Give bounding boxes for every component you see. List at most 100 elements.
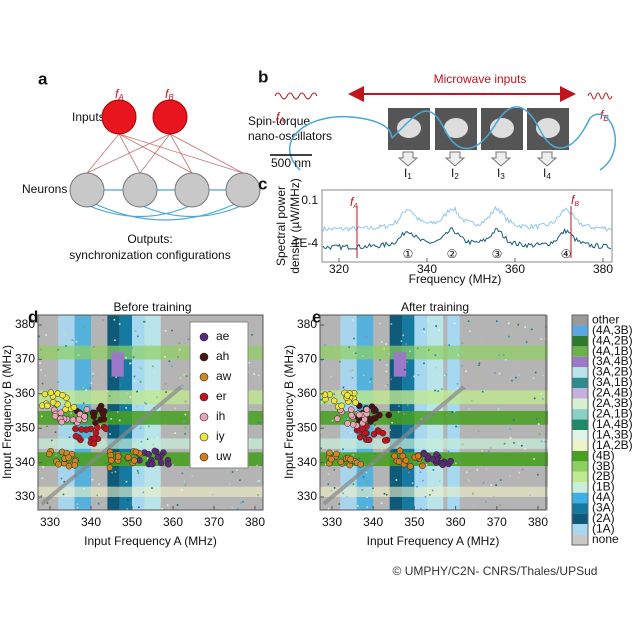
noise	[174, 407, 176, 410]
noise	[361, 489, 364, 491]
noise	[408, 471, 410, 474]
vowel-point	[47, 389, 55, 396]
noise	[266, 383, 268, 385]
noise	[352, 453, 355, 456]
noise	[257, 480, 259, 482]
noise	[180, 488, 183, 491]
colorbar-swatch	[572, 471, 588, 483]
noise	[181, 461, 184, 464]
colorbar-label: (2A)	[592, 511, 615, 525]
colorbar-swatch	[572, 524, 588, 535]
noise	[91, 375, 94, 377]
noise	[424, 495, 427, 498]
noise	[83, 326, 86, 329]
map	[320, 315, 550, 513]
panel-d: d Before training 330 340 350 360 370 380 380 370…	[0, 300, 269, 548]
vowel-point	[402, 457, 410, 464]
colorbar-label: (1A,2B)	[592, 438, 633, 452]
noise	[535, 418, 538, 420]
noise	[146, 457, 149, 460]
noise	[183, 420, 185, 423]
noise	[352, 351, 355, 354]
region	[320, 438, 548, 449]
inputs-label: Inputs	[72, 110, 105, 124]
y-tick-label: 340	[15, 455, 35, 469]
noise	[374, 453, 376, 455]
noise	[472, 492, 474, 495]
vowel-point	[115, 453, 122, 460]
noise	[406, 404, 409, 407]
noise	[375, 511, 377, 513]
noise	[251, 334, 253, 336]
vowel-point	[59, 391, 66, 399]
noise	[147, 442, 149, 445]
vowel-point	[359, 425, 366, 432]
noise	[492, 496, 495, 498]
noise	[181, 384, 184, 387]
colorbar-label: (3A,1B)	[592, 375, 633, 389]
noise	[346, 418, 349, 420]
noise	[57, 348, 59, 351]
noise	[509, 437, 512, 439]
diagonal	[40, 385, 183, 506]
noise	[349, 431, 352, 434]
noise	[152, 365, 154, 368]
noise	[267, 386, 269, 388]
vowel-point	[78, 426, 85, 433]
noise	[385, 493, 388, 496]
noise	[493, 372, 496, 374]
vowel-point	[55, 460, 62, 468]
noise	[228, 482, 231, 485]
noise	[548, 340, 550, 342]
region	[393, 352, 407, 377]
peak-label: ④	[561, 247, 572, 261]
noise	[118, 323, 121, 325]
noise	[515, 376, 517, 379]
vowel-point	[326, 449, 333, 457]
noise	[82, 386, 85, 389]
noise	[353, 337, 355, 340]
noise	[211, 493, 214, 496]
vowel-point	[157, 459, 165, 467]
noise	[438, 329, 440, 331]
noise	[126, 443, 128, 446]
vowel-point	[429, 455, 437, 463]
noise	[161, 507, 163, 510]
noise	[133, 439, 136, 441]
noise	[133, 380, 136, 382]
noise	[191, 474, 194, 477]
noise	[448, 344, 450, 346]
noise	[46, 502, 49, 504]
noise	[327, 483, 330, 485]
noise	[109, 433, 111, 435]
noise	[40, 348, 42, 351]
noise	[427, 319, 429, 322]
noise	[472, 504, 475, 507]
colorbar-swatch	[572, 461, 588, 472]
noise	[403, 412, 405, 415]
noise	[513, 330, 516, 332]
noise	[178, 348, 181, 351]
noise	[497, 407, 500, 410]
colorbar-swatch	[572, 409, 588, 420]
noise	[40, 369, 42, 371]
vowel-point	[65, 454, 72, 461]
noise	[477, 430, 480, 433]
noise	[516, 386, 519, 388]
vowel-point	[407, 463, 414, 470]
y-tick-label: 360	[297, 386, 317, 400]
noise	[524, 326, 526, 328]
spectrum-lower	[322, 226, 612, 251]
vowel-point	[349, 421, 357, 428]
vowel-point	[376, 411, 383, 419]
noise	[258, 421, 260, 424]
vowel-point	[334, 415, 341, 422]
noise	[174, 432, 176, 435]
noise	[183, 373, 185, 376]
noise	[435, 325, 437, 327]
noise	[239, 479, 241, 481]
y-tick-label: 340	[297, 455, 317, 469]
y-axis-label: Input Frequency B (MHz)	[282, 345, 296, 479]
current-index: 1	[407, 172, 412, 181]
noise	[437, 338, 440, 340]
